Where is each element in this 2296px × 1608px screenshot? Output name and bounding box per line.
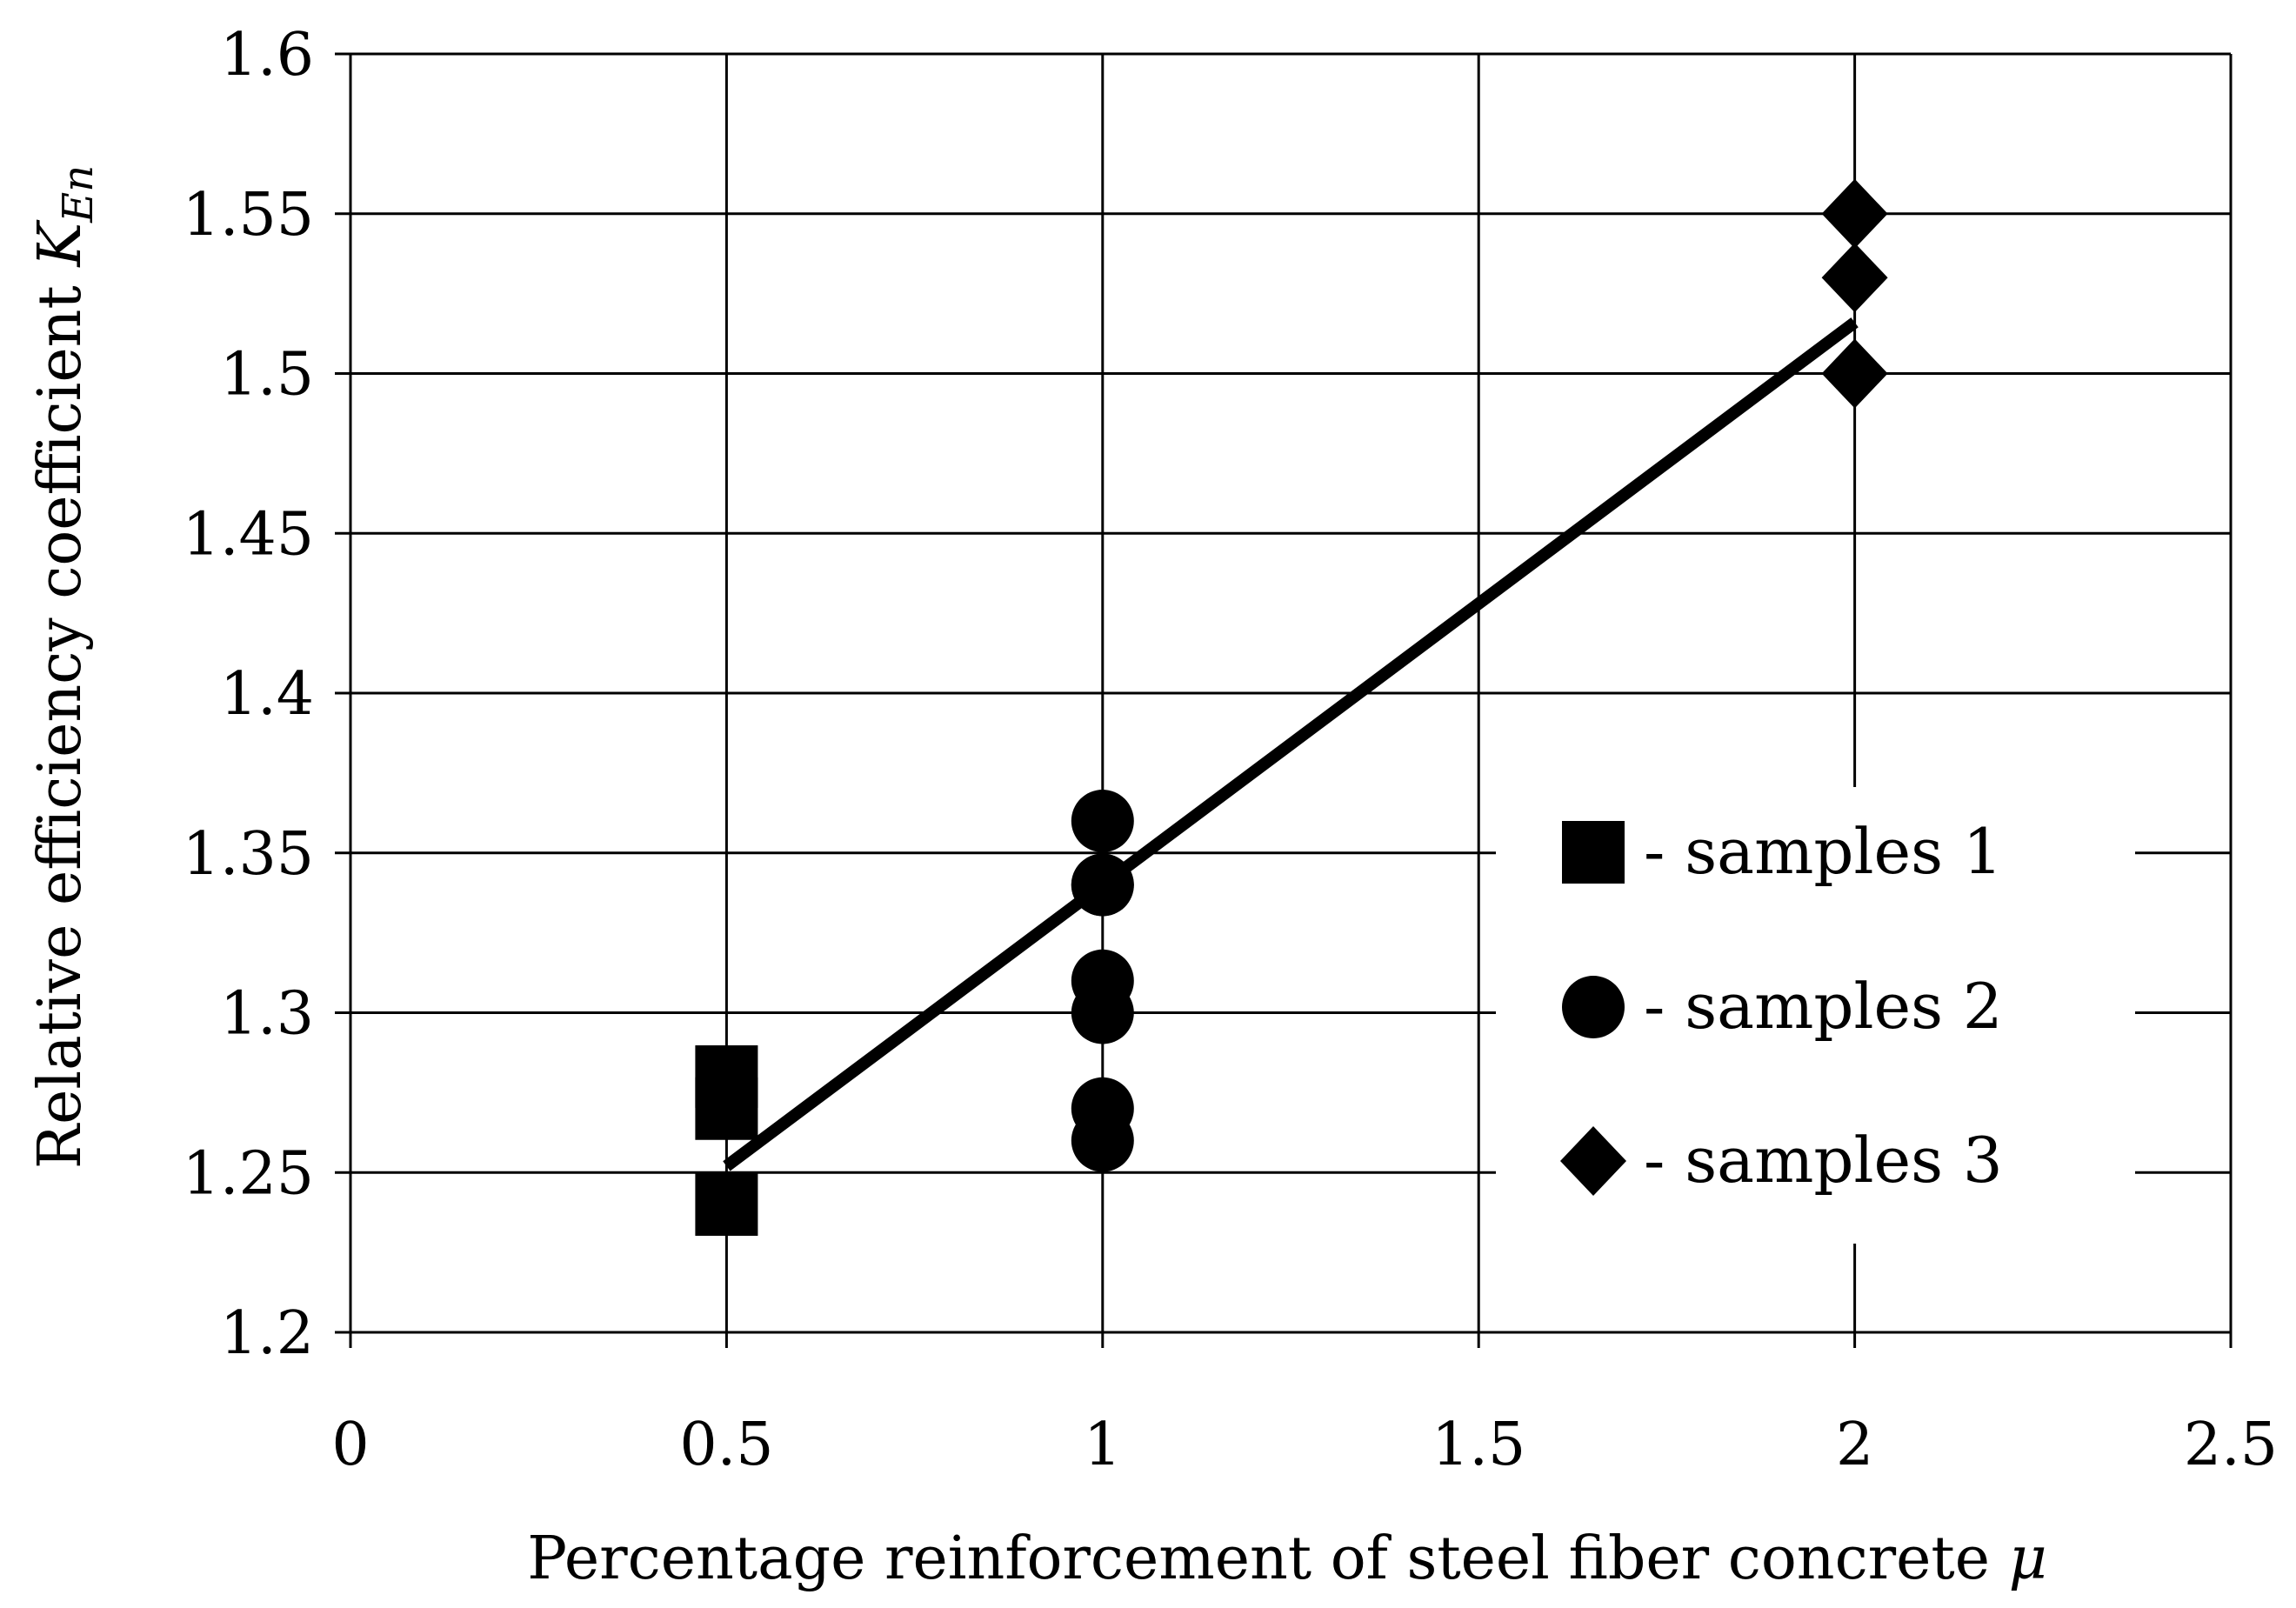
point-samples-1 xyxy=(695,1173,758,1236)
x-axis-title: Percentage reinforcement of steel fiber … xyxy=(527,1525,2047,1593)
y-axis-title: Relative efficiency coefficient KEn xyxy=(26,165,103,1169)
y-tick-label: 1.3 xyxy=(220,980,314,1049)
legend-marker-samples-1 xyxy=(1562,821,1625,884)
y-tick-label: 1.35 xyxy=(183,820,314,889)
x-tick-label: 0 xyxy=(331,1411,369,1479)
trendline-group xyxy=(723,317,1859,1171)
point-samples-2 xyxy=(1071,790,1134,852)
point-samples-3 xyxy=(1821,243,1888,313)
legend-marker-samples-2 xyxy=(1562,976,1625,1038)
x-axis-title-symbol: μ xyxy=(2009,1525,2047,1593)
x-tick-label: 0.5 xyxy=(679,1411,773,1479)
y-tick-label: 1.55 xyxy=(183,181,314,250)
legend-label: - samples 1 xyxy=(1644,815,2003,888)
y-tick-label: 1.25 xyxy=(183,1139,314,1208)
y-axis-title-text: Relative efficiency coefficient xyxy=(26,267,95,1170)
point-samples-3 xyxy=(1821,338,1888,409)
y-tick-label: 1.45 xyxy=(183,500,314,569)
point-samples-2 xyxy=(1071,981,1134,1044)
x-axis-title-text: Percentage reinforcement of steel fiber … xyxy=(527,1525,2008,1593)
legend-label: - samples 2 xyxy=(1644,970,2003,1043)
x-tick-label: 2.5 xyxy=(2184,1411,2278,1479)
point-samples-2 xyxy=(1071,1109,1134,1172)
point-samples-1 xyxy=(695,1077,758,1140)
y-tick-label: 1.5 xyxy=(220,341,314,410)
trendline xyxy=(723,317,1859,1171)
y-tick-label: 1.4 xyxy=(220,660,314,729)
legend-marker-samples-3 xyxy=(1560,1126,1626,1196)
legend-label: - samples 3 xyxy=(1644,1124,2003,1197)
x-tick-label: 1 xyxy=(1084,1411,1121,1479)
y-axis-title-subscript: En xyxy=(54,165,103,224)
x-tick-label: 1.5 xyxy=(1432,1411,1525,1479)
legend: - samples 1 - samples 2 - samples 3 xyxy=(1560,815,2003,1197)
y-axis-title-symbol: K xyxy=(26,219,95,269)
data-points xyxy=(695,178,1888,1236)
x-axis-ticks: 0 0.5 1 1.5 2 2.5 xyxy=(331,1411,2278,1479)
x-tick-label: 2 xyxy=(1836,1411,1873,1479)
y-axis-ticks: 1.2 1.25 1.3 1.35 1.4 1.45 1.5 1.55 1.6 xyxy=(183,21,314,1368)
point-samples-3 xyxy=(1821,178,1888,249)
point-samples-2 xyxy=(1071,853,1134,917)
y-tick-label: 1.6 xyxy=(220,21,314,90)
y-tick-label: 1.2 xyxy=(220,1299,314,1368)
